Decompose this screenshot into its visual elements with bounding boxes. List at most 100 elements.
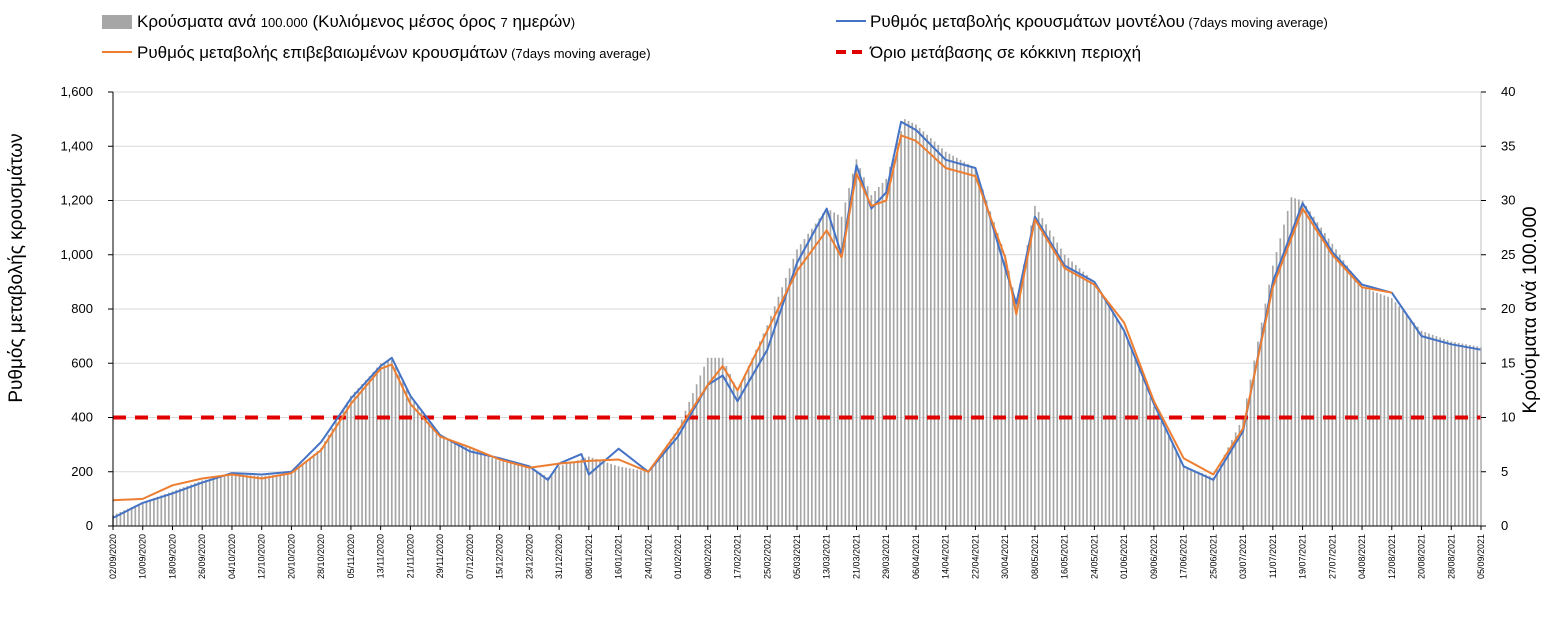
bar — [1164, 429, 1166, 526]
bar — [357, 387, 360, 526]
bar — [1030, 225, 1033, 526]
y-left-tick-label: 1,200 — [60, 193, 93, 208]
bar — [1190, 469, 1192, 526]
bar — [164, 493, 166, 526]
x-tick-label: 06/04/2021 — [911, 534, 921, 579]
bar — [922, 131, 925, 526]
y-left-tick-label: 600 — [71, 355, 93, 370]
bar — [127, 508, 129, 526]
bar — [807, 233, 809, 527]
bar — [1454, 342, 1456, 526]
bar — [799, 244, 802, 527]
bar — [1082, 271, 1085, 526]
bar — [900, 131, 902, 526]
x-tick-label: 15/12/2020 — [495, 534, 505, 579]
x-tick-label: 05/03/2021 — [792, 534, 802, 579]
bar — [335, 421, 337, 526]
bar — [654, 460, 657, 526]
x-tick-label: 13/11/2020 — [376, 534, 386, 578]
bar — [193, 483, 196, 526]
bar — [714, 357, 717, 526]
bar — [1376, 292, 1378, 526]
bar — [420, 411, 423, 526]
y-right-tick-label: 15 — [1501, 355, 1515, 370]
bar — [1141, 378, 1144, 526]
bar — [1324, 233, 1326, 527]
y-right-tick-label: 20 — [1501, 301, 1515, 316]
bar — [855, 159, 858, 526]
bar — [1409, 318, 1412, 526]
bar — [1134, 359, 1137, 526]
bar — [361, 384, 363, 526]
bar — [640, 470, 642, 526]
bar — [1008, 271, 1010, 526]
x-tick-label: 17/02/2021 — [733, 534, 743, 579]
bar — [677, 428, 679, 526]
bar — [309, 457, 311, 526]
x-tick-label: 22/04/2021 — [970, 534, 980, 579]
bar — [952, 155, 954, 527]
bar — [1074, 264, 1077, 526]
bar-series — [112, 119, 1482, 527]
bar — [684, 410, 687, 526]
x-tick-label: 09/02/2021 — [703, 534, 713, 579]
bar — [1387, 296, 1389, 526]
bar — [1060, 248, 1062, 526]
bar — [970, 165, 973, 527]
bar — [305, 460, 308, 526]
bar — [1472, 345, 1475, 526]
bar — [1160, 421, 1163, 526]
bar — [320, 447, 323, 526]
bar — [1290, 197, 1293, 527]
bar — [208, 478, 211, 526]
bar — [718, 357, 720, 526]
bar — [1327, 238, 1330, 527]
x-tick-label: 04/10/2020 — [227, 534, 237, 579]
bar — [547, 477, 549, 526]
bar — [1216, 469, 1218, 526]
line-confirmed — [112, 134, 1392, 502]
bar — [1383, 295, 1386, 526]
bar — [472, 449, 475, 526]
bar — [543, 475, 546, 526]
bar — [889, 166, 891, 526]
bar — [1041, 218, 1044, 526]
bar — [483, 454, 486, 526]
bar — [1089, 278, 1092, 526]
x-tick-label: 20/10/2020 — [286, 534, 296, 579]
bar — [918, 127, 921, 526]
x-tick-label: 05/11/2020 — [346, 534, 356, 578]
bar — [907, 120, 910, 527]
bar — [521, 464, 523, 526]
bar — [565, 463, 568, 526]
y-right-axis-title: Κρούσματα ανά 100.000 — [1520, 206, 1541, 413]
bar — [926, 134, 928, 526]
x-tick-label: 29/03/2021 — [881, 534, 891, 579]
bar — [632, 469, 635, 526]
bar — [219, 476, 222, 526]
bar — [190, 484, 192, 526]
bar — [595, 459, 598, 526]
bar — [636, 469, 638, 526]
bar — [353, 391, 356, 526]
x-tick-label: 20/08/2021 — [1417, 534, 1427, 579]
bar — [989, 211, 992, 526]
bar — [1097, 287, 1099, 526]
y-left-tick-label: 800 — [71, 301, 93, 316]
bar — [1245, 398, 1248, 526]
y-left-tick-label: 0 — [86, 518, 93, 533]
bar — [673, 433, 676, 526]
bar — [528, 466, 531, 526]
bar — [1004, 254, 1007, 526]
bar — [465, 446, 467, 526]
bar — [651, 466, 653, 526]
bar — [238, 474, 241, 526]
bar — [1379, 294, 1382, 526]
bar — [580, 459, 583, 526]
bar — [1171, 443, 1174, 526]
legend-item-confirmed: Ρυθμός μεταβολής επιβεβαιωμένων κρουσμάτ… — [102, 43, 651, 62]
bar — [792, 258, 795, 526]
bar — [751, 357, 754, 526]
bar — [1294, 198, 1296, 526]
bar — [1476, 346, 1479, 526]
